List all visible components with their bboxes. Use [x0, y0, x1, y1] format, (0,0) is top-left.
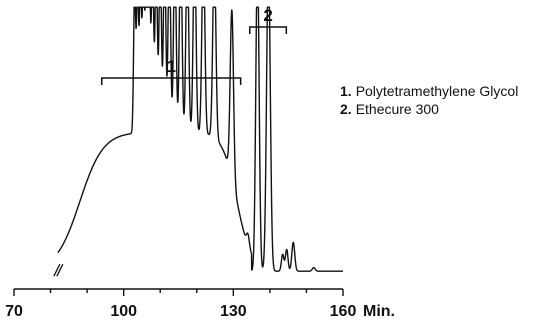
x-tick-label: 70 — [5, 303, 23, 320]
legend-name: Ethecure 300 — [355, 101, 439, 117]
x-axis-ticks: 70 100 130 160 — [5, 289, 356, 320]
axis-break-mark — [53, 263, 64, 277]
group-label: 2 — [263, 6, 272, 25]
legend-number: 2. — [340, 101, 352, 117]
x-tick-label: 130 — [220, 303, 247, 320]
chromatogram-trace — [57, 6, 344, 272]
legend: 1. Polytetramethylene Glycol 2. Ethecure 3… — [340, 82, 518, 118]
axis-break-stroke — [56, 263, 64, 277]
legend-name: Polytetramethylene Glycol — [355, 83, 519, 99]
legend-number: 1. — [340, 83, 352, 99]
x-axis-unit-label: Min. — [363, 303, 395, 320]
x-tick-label: 160 — [330, 303, 357, 320]
x-tick-label: 100 — [110, 303, 137, 320]
group-bracket — [249, 26, 288, 34]
axis-break-stroke — [53, 263, 61, 277]
legend-item-1: 1. Polytetramethylene Glycol — [340, 82, 518, 100]
legend-item-2: 2. Ethecure 300 — [340, 100, 518, 118]
